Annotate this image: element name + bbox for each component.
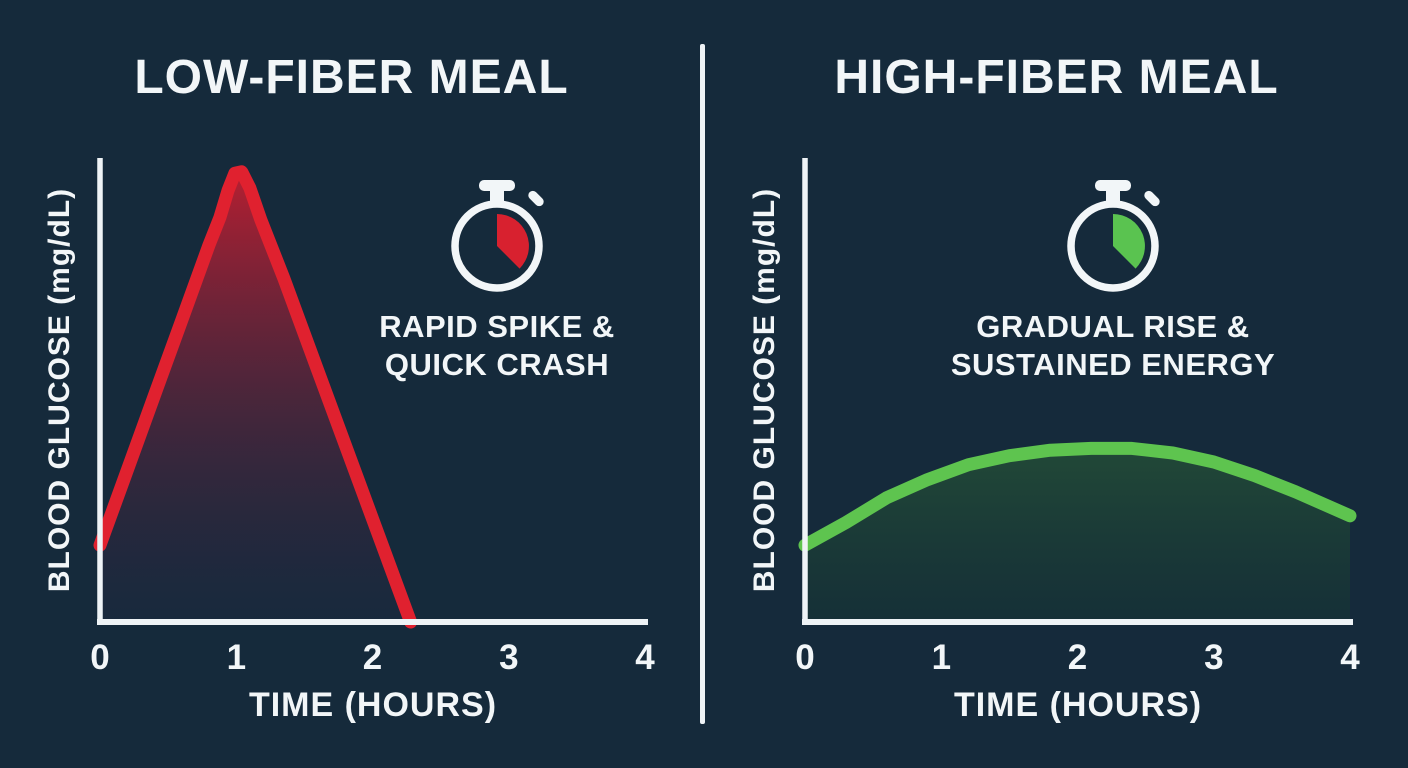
glucose-area-fill	[805, 448, 1350, 622]
x-tick-label: 1	[932, 638, 951, 677]
stopwatch-side-button	[1144, 190, 1160, 207]
annotation-block: RAPID SPIKE & QUICK CRASH	[307, 178, 687, 384]
stopwatch-cap	[1095, 180, 1131, 191]
annotation-block: GRADUAL RISE & SUSTAINED ENERGY	[923, 178, 1303, 384]
x-axis-label: TIME (HOURS)	[248, 686, 498, 724]
panel-divider	[700, 44, 705, 724]
stopwatch-side-button	[528, 190, 544, 207]
stopwatch-face	[451, 200, 543, 292]
x-tick-label: 3	[499, 638, 518, 677]
x-axis-label: TIME (HOURS)	[953, 686, 1203, 724]
stopwatch-wedge	[497, 214, 529, 269]
stopwatch-stem	[1106, 188, 1120, 201]
x-tick-label: 4	[1340, 638, 1360, 677]
stopwatch-face	[1067, 200, 1159, 292]
x-tick-label: 0	[90, 638, 109, 677]
glucose-area-fill	[100, 171, 411, 623]
panel-title-low-fiber: LOW-FIBER MEAL	[134, 51, 569, 104]
glucose-chart-low-fiber: 0 1 2 3 4	[90, 158, 655, 677]
x-tick-label: 0	[795, 638, 814, 677]
x-tick-label: 2	[363, 638, 382, 677]
stopwatch-icon	[451, 180, 544, 292]
glucose-chart-high-fiber: 0 1 2 3 4	[795, 158, 1360, 677]
glucose-curve	[798, 441, 1357, 552]
annotation-text: RAPID SPIKE & QUICK CRASH	[379, 309, 615, 382]
annotation-text: GRADUAL RISE & SUSTAINED ENERGY	[950, 309, 1276, 382]
stopwatch-icon	[1067, 180, 1160, 292]
x-tick-label: 4	[635, 638, 655, 677]
stopwatch-stem	[490, 188, 504, 201]
x-tick-label: 1	[227, 638, 246, 677]
x-tick-label: 3	[1204, 638, 1223, 677]
stopwatch-cap	[479, 180, 515, 191]
stopwatch-wedge	[1113, 214, 1145, 269]
x-tick-label: 2	[1068, 638, 1087, 677]
glucose-curve	[93, 165, 418, 629]
panel-title-high-fiber: HIGH-FIBER MEAL	[834, 51, 1279, 104]
